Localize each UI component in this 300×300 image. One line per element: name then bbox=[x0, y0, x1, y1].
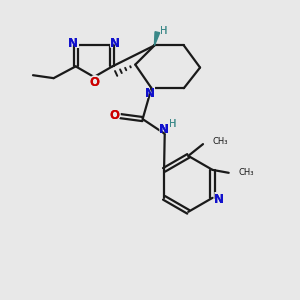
Text: O: O bbox=[110, 109, 120, 122]
Text: O: O bbox=[89, 76, 99, 89]
Text: N: N bbox=[109, 36, 121, 51]
Text: O: O bbox=[108, 108, 121, 123]
Text: N: N bbox=[159, 123, 169, 136]
Text: N: N bbox=[67, 36, 80, 51]
Text: N: N bbox=[159, 123, 169, 136]
Text: N: N bbox=[144, 86, 156, 101]
Text: O: O bbox=[88, 76, 100, 89]
Text: N: N bbox=[213, 192, 225, 207]
Text: N: N bbox=[110, 37, 120, 50]
Text: CH₃: CH₃ bbox=[238, 168, 254, 177]
Text: N: N bbox=[145, 87, 155, 100]
Text: O: O bbox=[110, 109, 120, 122]
Text: N: N bbox=[109, 37, 120, 50]
Text: H: H bbox=[160, 26, 167, 36]
Text: H: H bbox=[169, 119, 177, 129]
Text: N: N bbox=[158, 122, 170, 136]
Text: O: O bbox=[89, 76, 99, 89]
Text: N: N bbox=[68, 37, 78, 50]
Text: H: H bbox=[160, 26, 167, 36]
Text: N: N bbox=[110, 37, 120, 50]
Text: N: N bbox=[145, 87, 155, 100]
Text: N: N bbox=[68, 37, 79, 50]
Text: N: N bbox=[214, 193, 224, 206]
Text: N: N bbox=[159, 123, 169, 136]
Polygon shape bbox=[154, 32, 160, 46]
Text: N: N bbox=[214, 193, 224, 206]
Text: N: N bbox=[68, 37, 78, 50]
Text: CH₃: CH₃ bbox=[212, 137, 228, 146]
Text: H: H bbox=[169, 119, 177, 129]
Text: O: O bbox=[88, 75, 100, 90]
